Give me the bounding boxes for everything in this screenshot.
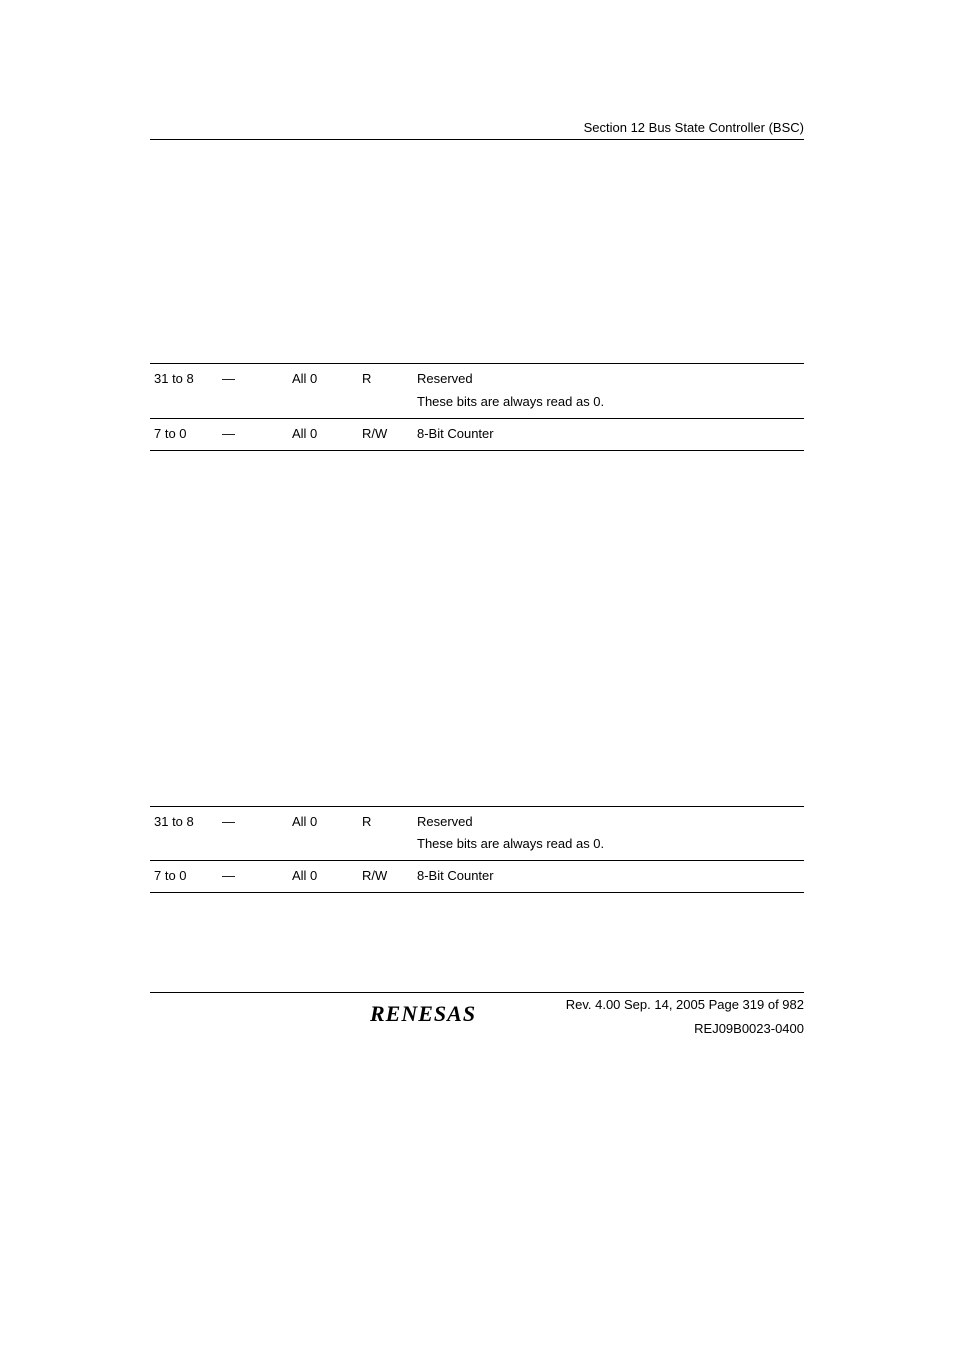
table-row: 31 to 8 — All 0 R Reserved These bits ar… xyxy=(150,364,804,419)
cell-bit: 31 to 8 xyxy=(150,364,218,419)
revision-text: Rev. 4.00 Sep. 14, 2005 Page 319 of 982 xyxy=(566,997,804,1012)
cell-initial: All 0 xyxy=(288,418,358,450)
footer-rule: RENESAS Rev. 4.00 Sep. 14, 2005 Page 319… xyxy=(150,992,804,1046)
desc-line2: These bits are always read as 0. xyxy=(417,389,800,412)
page-footer: RENESAS Rev. 4.00 Sep. 14, 2005 Page 319… xyxy=(150,992,804,1046)
desc-line1: Reserved xyxy=(417,371,473,386)
cell-initial: All 0 xyxy=(288,861,358,893)
bitfield-table-2: 31 to 8 — All 0 R Reserved These bits ar… xyxy=(150,806,804,894)
cell-bit: 31 to 8 xyxy=(150,806,218,861)
cell-desc: 8-Bit Counter xyxy=(413,418,804,450)
cell-bit: 7 to 0 xyxy=(150,861,218,893)
desc-line2: These bits are always read as 0. xyxy=(417,831,800,854)
cell-desc: 8-Bit Counter xyxy=(413,861,804,893)
table-row: 7 to 0 — All 0 R/W 8-Bit Counter xyxy=(150,418,804,450)
cell-rw: R xyxy=(358,364,413,419)
cell-name: — xyxy=(218,806,288,861)
bitfield-table-1: 31 to 8 — All 0 R Reserved These bits ar… xyxy=(150,363,804,451)
renesas-logo: RENESAS xyxy=(370,1001,476,1027)
cell-bit: 7 to 0 xyxy=(150,418,218,450)
doc-id: REJ09B0023-0400 xyxy=(694,1021,804,1036)
table-row: 7 to 0 — All 0 R/W 8-Bit Counter xyxy=(150,861,804,893)
cell-rw: R xyxy=(358,806,413,861)
cell-desc: Reserved These bits are always read as 0… xyxy=(413,806,804,861)
cell-initial: All 0 xyxy=(288,364,358,419)
page-content: Section 12 Bus State Controller (BSC) 31… xyxy=(0,0,954,893)
desc-line1: Reserved xyxy=(417,814,473,829)
cell-rw: R/W xyxy=(358,861,413,893)
cell-rw: R/W xyxy=(358,418,413,450)
header-rule: Section 12 Bus State Controller (BSC) xyxy=(150,120,804,140)
table-row: 31 to 8 — All 0 R Reserved These bits ar… xyxy=(150,806,804,861)
cell-initial: All 0 xyxy=(288,806,358,861)
cell-desc: Reserved These bits are always read as 0… xyxy=(413,364,804,419)
cell-name: — xyxy=(218,861,288,893)
cell-name: — xyxy=(218,364,288,419)
cell-name: — xyxy=(218,418,288,450)
section-header: Section 12 Bus State Controller (BSC) xyxy=(150,120,804,135)
